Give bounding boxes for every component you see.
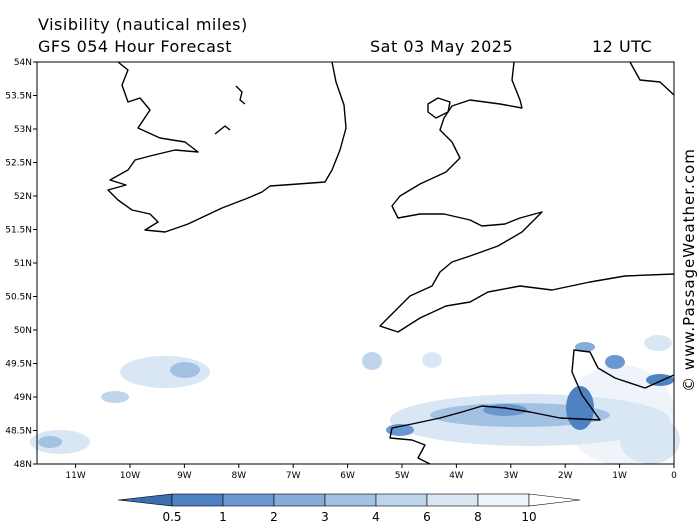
time: 12 UTC: [592, 37, 652, 56]
lon-label: 4W: [449, 471, 464, 481]
colorbar-segment: [477, 493, 530, 507]
colorbar-label: 6: [423, 510, 431, 524]
lat-label: 50N: [14, 326, 32, 336]
lat-label: 49N: [14, 393, 32, 403]
lon-label: 5W: [395, 471, 410, 481]
colorbar-segment: [528, 493, 581, 507]
colorbar-label: 4: [372, 510, 380, 524]
lat-label: 48N: [14, 460, 32, 470]
title: Visibility (nautical miles): [38, 15, 248, 34]
colorbar-label: 0.5: [162, 510, 181, 524]
lon-label: 0: [671, 471, 677, 481]
colorbar-segment: [324, 493, 377, 507]
lon-label: 11W: [65, 471, 85, 481]
lat-label: 51.5N: [5, 226, 32, 236]
colorbar-segment: [273, 493, 326, 507]
lat-label: 52.5N: [5, 159, 32, 169]
colorbar-label: 8: [474, 510, 482, 524]
lon-label: 1W: [612, 471, 627, 481]
lon-label: 2W: [558, 471, 573, 481]
colorbar-label: 1: [219, 510, 227, 524]
lon-label: 10W: [120, 471, 140, 481]
lat-label: 53N: [14, 125, 32, 135]
colorbar-segment: [426, 493, 479, 507]
credit: © www.PassageWeather.com: [680, 148, 698, 392]
subtitle: GFS 054 Hour Forecast: [38, 37, 232, 56]
lon-label: 6W: [340, 471, 355, 481]
colorbar-label: 3: [321, 510, 329, 524]
lon-label: 8W: [231, 471, 246, 481]
lat-label: 54N: [14, 58, 32, 68]
lat-label: 49.5N: [5, 360, 32, 370]
lat-label: 48.5N: [5, 427, 32, 437]
colorbar: 0.5 1 2 3 4 6 8 10: [117, 493, 581, 524]
lon-label: 3W: [503, 471, 518, 481]
colorbar-segment: [117, 493, 173, 507]
lat-axis: 54N 53.5N 53N 52.5N 52N 51.5N 51N 50.5N 50N 49.5N…: [5, 58, 37, 470]
colorbar-label: 2: [270, 510, 278, 524]
lon-label: 7W: [286, 471, 301, 481]
colorbar-segment: [375, 493, 428, 507]
lat-label: 52N: [14, 192, 32, 202]
colorbar-segment: [171, 493, 224, 507]
lat-label: 51N: [14, 259, 32, 269]
lon-label: 9W: [177, 471, 192, 481]
coastlines: [107, 61, 675, 465]
colorbar-segment: [222, 493, 275, 507]
lat-label: 50.5N: [5, 293, 32, 303]
visibility-field: [30, 335, 680, 465]
date: Sat 03 May 2025: [370, 37, 513, 56]
lat-label: 53.5N: [5, 92, 32, 102]
colorbar-label: 10: [521, 510, 536, 524]
lon-axis: 11W 10W 9W 8W 7W 6W 5W 4W 3W 2W 1W 0: [65, 464, 677, 481]
